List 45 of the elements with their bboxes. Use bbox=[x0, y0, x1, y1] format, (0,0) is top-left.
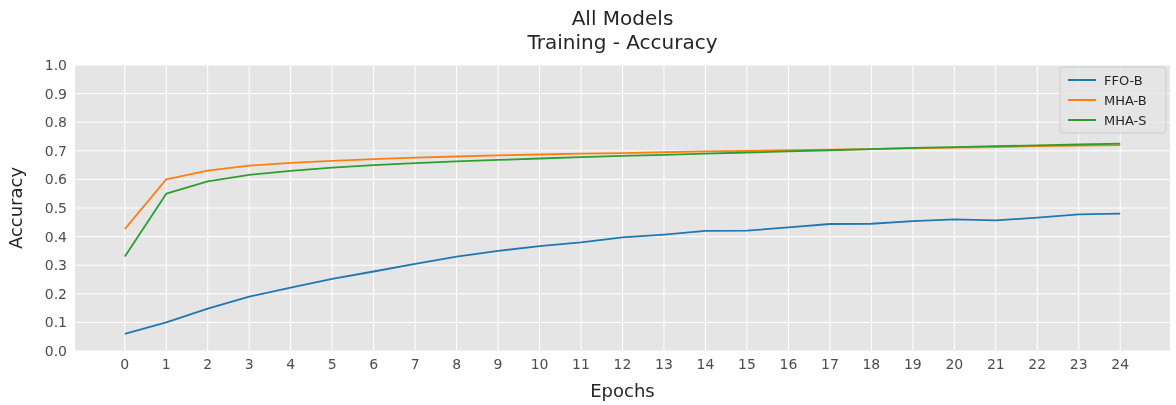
x-tick-label: 22 bbox=[1028, 356, 1047, 372]
y-tick-label: 0.4 bbox=[44, 228, 68, 245]
x-tick-label: 7 bbox=[410, 356, 420, 372]
line-series bbox=[123, 212, 1122, 335]
y-tick-label: 0.2 bbox=[44, 285, 67, 302]
y-axis-title: Accuracy bbox=[5, 166, 26, 250]
y-tick-label: 0.7 bbox=[44, 142, 67, 159]
x-tick-label: 14 bbox=[696, 356, 715, 372]
y-tick-label: 1.0 bbox=[44, 56, 67, 73]
x-tick-label: 16 bbox=[779, 356, 798, 372]
x-tick-label: 9 bbox=[493, 356, 503, 372]
x-tick-label: 23 bbox=[1069, 356, 1088, 372]
x-tick-label: 18 bbox=[862, 356, 881, 372]
x-tick-label: 12 bbox=[613, 356, 632, 372]
chart-title: All Models Training - Accuracy bbox=[526, 6, 718, 54]
x-tick-label: 5 bbox=[327, 356, 337, 372]
y-tick-label: 0.6 bbox=[44, 171, 68, 188]
y-tick-label: 0.5 bbox=[44, 199, 67, 216]
y-tick-label: 0.0 bbox=[44, 342, 67, 359]
legend-label: FFO-B bbox=[1104, 72, 1143, 88]
x-tick-label: 19 bbox=[903, 356, 922, 372]
line-series bbox=[123, 142, 1122, 258]
x-tick-label: 15 bbox=[738, 356, 756, 372]
line-series bbox=[123, 144, 1122, 231]
x-tick-label: 8 bbox=[452, 356, 462, 372]
x-tick-label: 13 bbox=[655, 356, 673, 372]
x-tick-label: 6 bbox=[369, 356, 379, 372]
x-tick-label: 1 bbox=[161, 356, 171, 372]
y-tick-label: 0.3 bbox=[44, 257, 67, 274]
x-tick-label: 0 bbox=[120, 356, 130, 372]
x-tick-label: 4 bbox=[286, 356, 296, 372]
legend-label: MHA-B bbox=[1104, 92, 1147, 108]
x-tick-label: 20 bbox=[945, 356, 964, 372]
y-tick-label: 0.1 bbox=[44, 314, 67, 331]
x-tick-label: 2 bbox=[203, 356, 213, 372]
x-tick-label: 21 bbox=[986, 356, 1005, 372]
x-tick-label: 17 bbox=[820, 356, 839, 372]
y-tick-label: 0.8 bbox=[44, 114, 67, 131]
x-axis-title: Epochs bbox=[590, 380, 655, 401]
x-tick-label: 3 bbox=[244, 356, 254, 372]
y-tick-label: 0.9 bbox=[44, 85, 67, 102]
x-tick-label: 11 bbox=[572, 356, 590, 372]
x-tick-label: 10 bbox=[530, 356, 549, 372]
x-tick-label: 24 bbox=[1111, 356, 1130, 372]
legend-label: MHA-S bbox=[1104, 112, 1147, 128]
